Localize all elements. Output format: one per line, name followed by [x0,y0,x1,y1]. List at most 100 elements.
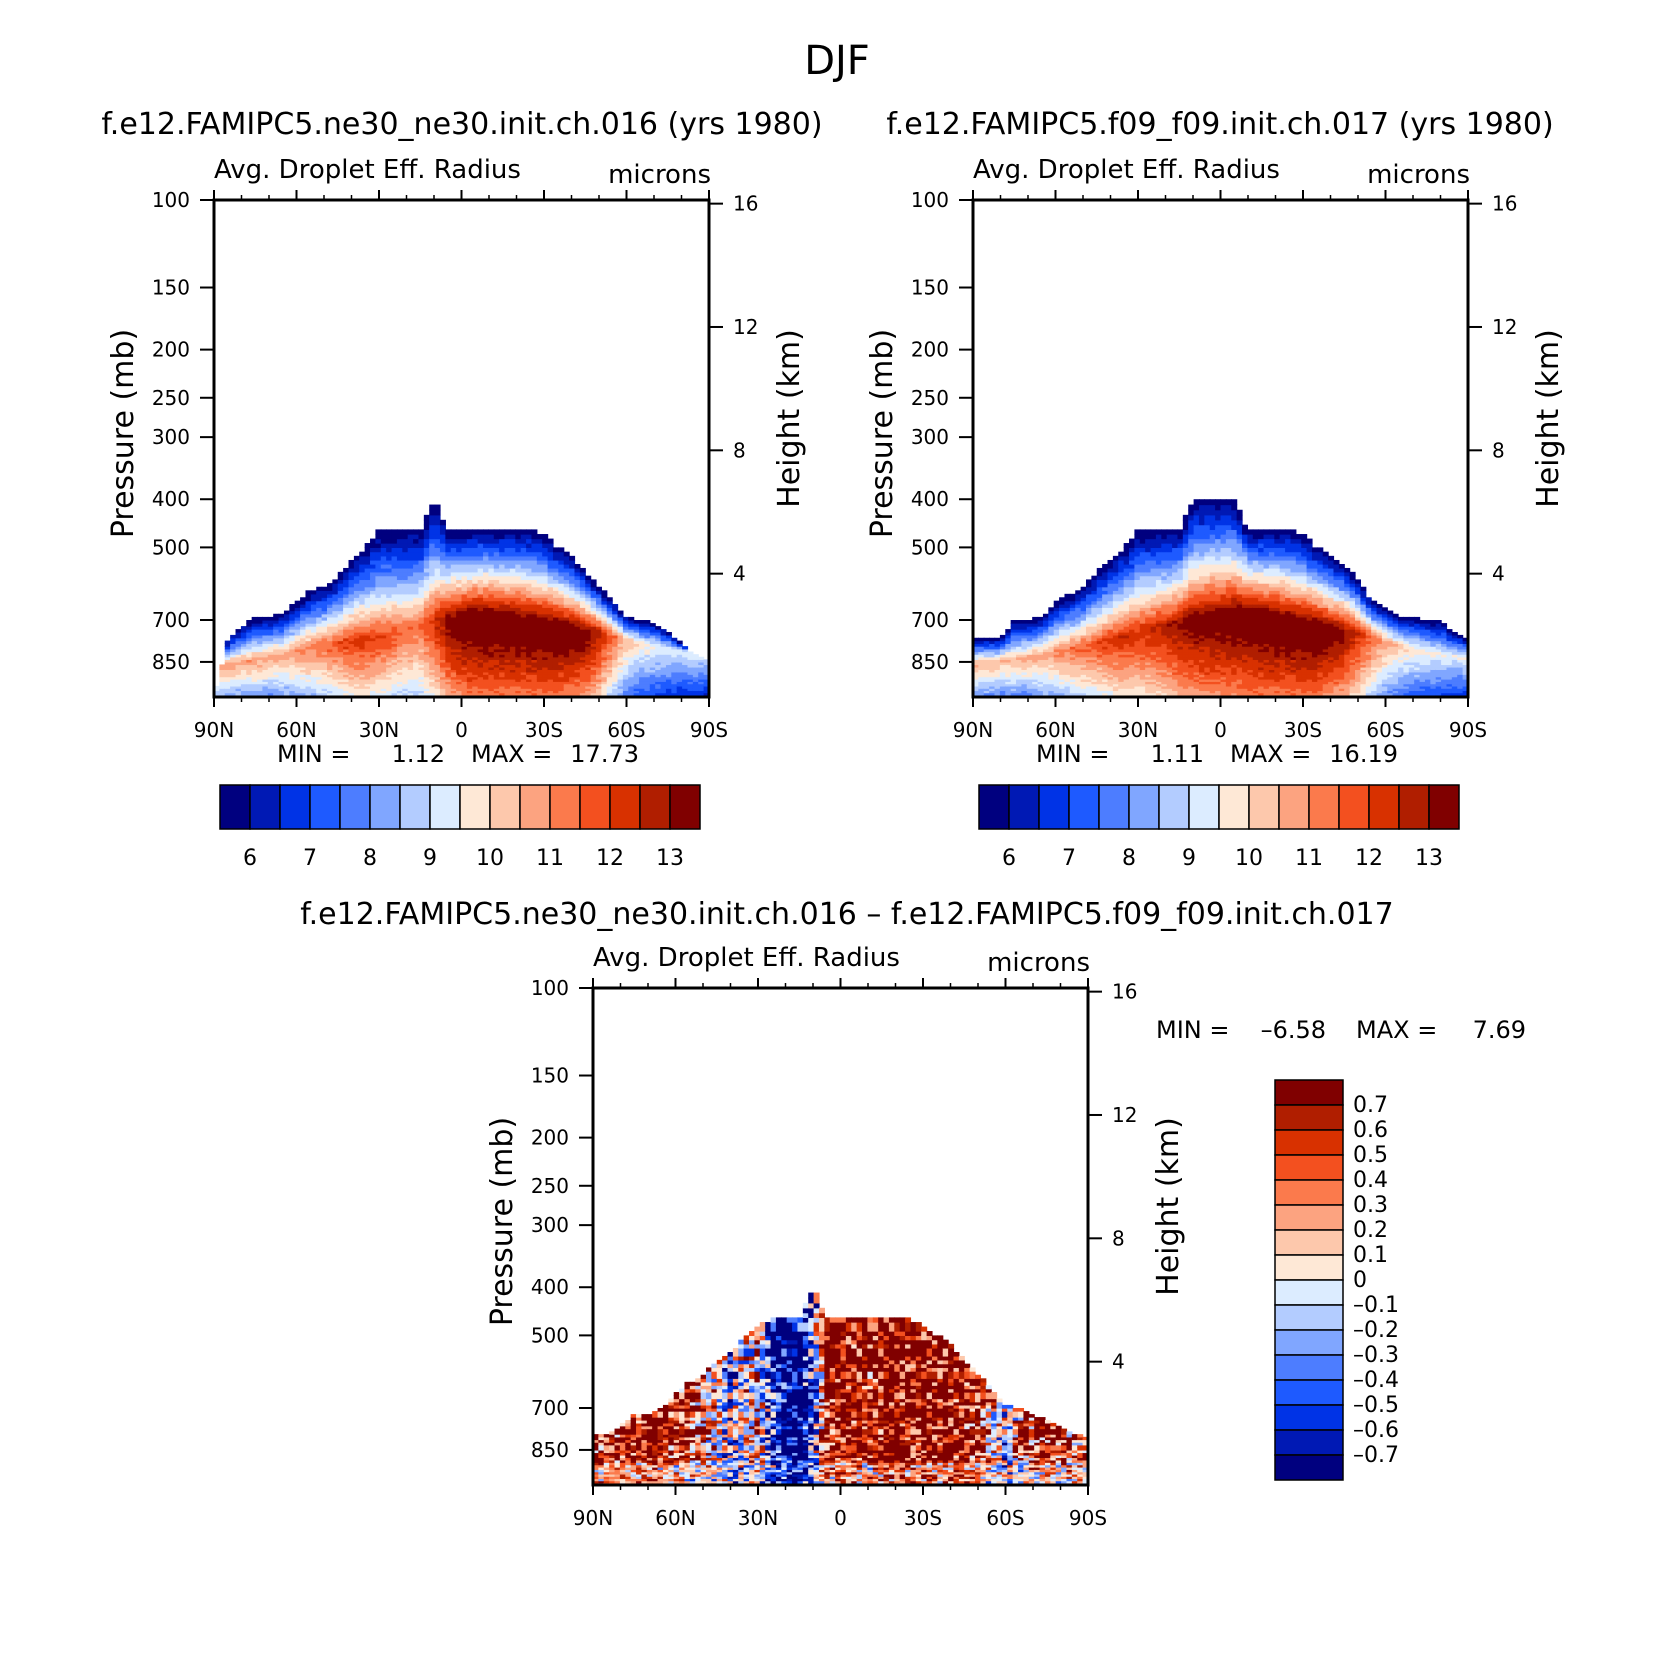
contour-cell [1075,654,1082,658]
contour-cell [1032,629,1039,633]
contour-cell [386,534,393,540]
contour-cell [407,538,414,544]
contour-cell [337,690,344,694]
contour-cell [499,571,506,577]
contour-cell [585,661,592,666]
contour-cell [1026,674,1033,678]
contour-cell [391,610,398,615]
contour-cell [531,692,538,696]
contour-cell [579,674,586,678]
contour-cell [698,679,705,682]
contour-cell [283,646,290,650]
contour-cell [466,676,473,680]
contour-cell [569,661,576,666]
contour-cell [396,681,403,685]
contour-cell [326,604,333,608]
contour-cell [348,597,355,602]
contour-cell [687,679,694,682]
contour-cell [504,613,511,618]
contour-cell [628,688,635,692]
contour-cell [569,674,576,678]
contour-cell [531,629,538,633]
contour-cell [466,597,473,602]
contour-cell [1075,661,1082,666]
contour-cell [639,620,646,624]
contour-cell [305,626,312,630]
contour-cell [337,654,344,658]
contour-cell [1085,671,1092,675]
contour-cell [423,640,430,644]
contour-cell [413,679,420,682]
contour-cell [1107,646,1114,650]
contour-cell [515,551,522,557]
contour-cell [267,676,274,680]
contour-cell [1026,692,1033,696]
contour-cell [526,529,533,535]
contour-cell [423,593,430,598]
contour-cell [493,586,500,591]
contour-cell [380,685,387,689]
contour-cell [493,610,500,615]
contour-cell [348,634,355,639]
contour-cell [692,669,699,673]
contour-cell [321,620,328,624]
contour-cell [396,547,403,553]
contour-cell [569,656,576,660]
contour-cell [606,626,613,630]
contour-cell [596,648,602,653]
contour-cell [445,604,452,608]
contour-cell [407,654,414,658]
contour-cell [423,681,430,685]
contour-cell [671,679,678,682]
contour-cell [687,651,694,655]
contour-cell [596,626,602,630]
contour-cell [1107,600,1114,605]
contour-cell [515,586,522,591]
contour-cell [359,664,366,668]
contour-cell [1080,593,1087,598]
contour-cell [343,575,350,581]
contour-cell [439,666,446,671]
contour-cell [687,676,694,680]
contour-cell [246,629,253,633]
contour-cell [1059,664,1066,668]
contour-cell [359,666,366,671]
contour-cell [413,616,420,621]
contour-cell [499,634,506,639]
contour-cell [380,610,387,615]
contour-cell [1021,659,1028,663]
contour-cell [461,634,468,639]
contour-cell [488,551,495,557]
contour-cell [386,637,393,642]
contour-cell [353,651,360,655]
contour-cell [994,659,1001,663]
contour-cell [386,648,393,653]
contour-cell [359,643,366,647]
contour-cell [257,654,264,658]
contour-cell [332,593,339,598]
contour-cell [370,607,377,612]
contour-cell [1048,646,1055,650]
contour-cell [1129,669,1136,673]
contour-cell [509,640,516,644]
contour-cell [596,590,602,595]
contour-cell [542,534,549,540]
contour-cell [343,637,350,642]
contour-cell [649,640,656,644]
contour-cell [353,571,360,577]
contour-cell [273,671,280,675]
contour-cell [1064,629,1071,633]
contour-cell [606,683,613,687]
contour-cell [413,690,420,694]
contour-cell [1112,685,1119,689]
contour-cell [590,613,597,618]
contour-cell [230,688,237,692]
contour-cell [1112,593,1119,598]
contour-cell [348,654,355,658]
contour-cell [461,681,468,685]
contour-cell [596,685,602,689]
contour-cell [973,688,979,692]
contour-cell [477,683,484,687]
contour-cell [644,674,651,678]
contour-cell [1080,676,1087,680]
